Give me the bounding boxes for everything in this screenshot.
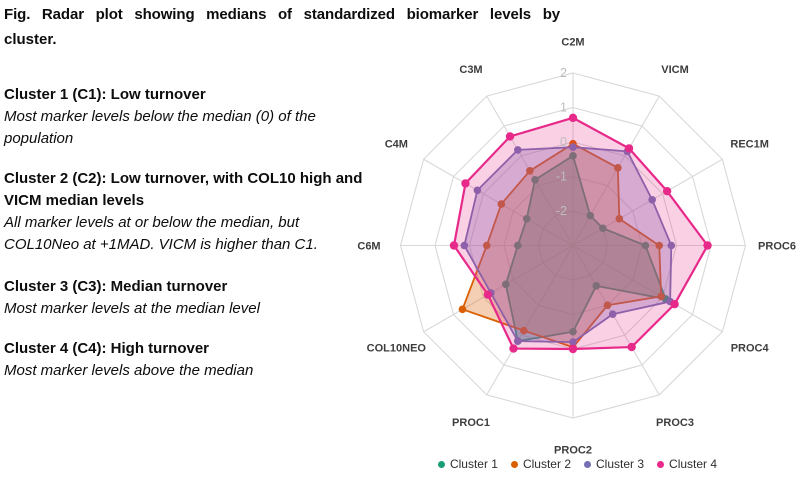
series-point-cluster-4-col10neo <box>483 290 493 299</box>
series-point-cluster-1-c4m <box>522 214 531 223</box>
grid-spoke-rec1m <box>572 158 723 246</box>
series-point-cluster-4-proc6 <box>703 241 712 250</box>
radar-chart: 2 1 0 -1 -2 C2M VICM REC1M PROC6 PROC4 PROC3 PROC2 P… <box>357 37 796 457</box>
legend-swatch-cluster-1 <box>437 460 445 468</box>
radial-tick-label--1: -1 <box>556 170 567 184</box>
series-point-cluster-3-c6m <box>460 241 469 250</box>
series-point-cluster-2-proc4 <box>657 292 665 301</box>
legend-swatch-cluster-3 <box>584 460 591 468</box>
series-point-cluster-2-proc6 <box>655 241 664 250</box>
series-point-cluster-1-c6m <box>514 241 522 250</box>
axis-label-vicm: VICM <box>661 64 689 76</box>
series-point-cluster-4-proc4 <box>670 299 679 309</box>
figure-caption-line-1: Fig. Radar plot showing medians of stand… <box>4 6 560 23</box>
legend-item-cluster-4: Cluster 4 <box>657 457 717 471</box>
series-point-cluster-4-vicm <box>624 144 634 153</box>
legend-item-cluster-2: Cluster 2 <box>510 457 571 471</box>
figure-caption-line-2: cluster. <box>4 31 57 48</box>
grid-spoke-col10neo <box>423 245 574 333</box>
series-point-cluster-1-c3m <box>531 175 539 184</box>
axis-label-c3m: C3M <box>459 64 482 76</box>
radial-tick-label-1: 1 <box>560 101 567 115</box>
axis-label-c6m: C6M <box>357 241 380 253</box>
series-point-cluster-3-proc2 <box>569 338 577 346</box>
cluster-1-description: Cluster 1 (C1): Low turnover Most marker… <box>4 84 376 150</box>
series-point-cluster-3-proc1 <box>514 337 522 345</box>
cluster-3-heading: Cluster 3 (C3): Median turnover <box>4 278 228 295</box>
series-point-cluster-4-c3m <box>505 132 515 141</box>
chart-legend: Cluster 1 Cluster 2 Cluster 3 Cluster 4 <box>355 456 800 472</box>
series-point-cluster-4-c6m <box>449 241 459 250</box>
series-point-cluster-2-c3m <box>526 167 534 175</box>
cluster-2-description: Cluster 2 (C2): Low turnover, with COL10… <box>4 168 376 256</box>
legend-swatch-cluster-2 <box>510 460 518 468</box>
series-point-cluster-4-rec1m <box>662 186 672 196</box>
series-point-cluster-1-col10neo <box>501 280 510 289</box>
axis-label-proc3: PROC3 <box>656 417 694 429</box>
grid-spoke-proc4 <box>572 245 723 333</box>
series-point-cluster-4-c4m <box>461 179 470 188</box>
series-point-cluster-1-rec1m <box>599 224 607 233</box>
series-point-cluster-4-proc1 <box>509 344 518 353</box>
cluster-4-description: Cluster 4 (C4): High turnover Most marke… <box>4 338 376 382</box>
series-point-cluster-4-proc2 <box>568 344 578 354</box>
legend-item-cluster-1: Cluster 1 <box>437 457 498 471</box>
grid-spoke-proc1 <box>486 245 574 396</box>
legend-label-cluster-3: Cluster 3 <box>596 457 645 471</box>
figure-caption-panel: Fig. Radar plot showing medians of stand… <box>4 2 566 382</box>
legend-label-cluster-1: Cluster 1 <box>449 457 498 471</box>
series-point-cluster-4-proc3 <box>627 342 636 352</box>
series-point-cluster-2-c4m <box>497 200 506 208</box>
series-point-cluster-2-c6m <box>482 241 491 250</box>
series-point-cluster-3-proc3 <box>608 310 617 319</box>
series-point-cluster-2-proc1 <box>520 326 528 335</box>
axis-label-c4m: C4M <box>385 139 408 151</box>
cluster-2-text: All marker levels at or below the median… <box>4 214 318 253</box>
legend-label-cluster-4: Cluster 4 <box>669 457 718 471</box>
series-point-cluster-1-c2m <box>569 152 577 160</box>
cluster-1-heading: Cluster 1 (C1): Low turnover <box>4 86 206 103</box>
series-point-cluster-3-rec1m <box>648 195 656 204</box>
axis-label-proc6: PROC6 <box>758 241 796 253</box>
cluster-3-text: Most marker levels at the median level <box>4 300 260 317</box>
cluster-4-heading: Cluster 4 (C4): High turnover <box>4 340 210 357</box>
axis-label-proc2: PROC2 <box>554 445 592 457</box>
axis-label-proc1: PROC1 <box>452 417 490 429</box>
series-point-cluster-3-c2m <box>569 143 577 151</box>
series-point-cluster-1-proc6 <box>641 241 650 250</box>
axis-label-c2m: C2M <box>561 37 584 49</box>
series-point-cluster-2-col10neo <box>458 305 467 314</box>
series-point-cluster-1-vicm <box>586 211 595 220</box>
radial-tick-label--2: -2 <box>556 204 567 218</box>
series-point-cluster-2-vicm <box>614 164 622 172</box>
cluster-4-text: Most marker levels above the median <box>4 362 254 379</box>
legend-item-cluster-3: Cluster 3 <box>584 457 644 471</box>
series-point-cluster-1-proc2 <box>569 327 577 336</box>
cluster-1-text: Most marker levels below the median (0) … <box>4 108 316 147</box>
legend-swatch-cluster-4 <box>657 460 665 468</box>
series-point-cluster-3-c3m <box>514 146 522 154</box>
axis-label-rec1m: REC1M <box>730 139 769 151</box>
series-point-cluster-4-c2m <box>568 113 578 123</box>
axis-label-proc4: PROC4 <box>731 343 770 355</box>
cluster-3-description: Cluster 3 (C3): Median turnover Most mar… <box>4 276 376 320</box>
series-point-cluster-1-proc3 <box>592 282 601 290</box>
axis-label-col10neo: COL10NEO <box>367 343 427 355</box>
legend-label-cluster-2: Cluster 2 <box>522 457 571 471</box>
radial-tick-label-2: 2 <box>560 66 567 80</box>
grid-spoke-proc3 <box>572 245 660 396</box>
cluster-2-heading: Cluster 2 (C2): Low turnover, with COL10… <box>4 170 363 209</box>
series-point-cluster-2-proc3 <box>603 301 612 310</box>
radial-tick-label-0: 0 <box>560 135 567 149</box>
series-point-cluster-3-c4m <box>473 186 482 195</box>
series-point-cluster-2-rec1m <box>615 214 624 223</box>
series-point-cluster-3-proc6 <box>667 241 676 250</box>
